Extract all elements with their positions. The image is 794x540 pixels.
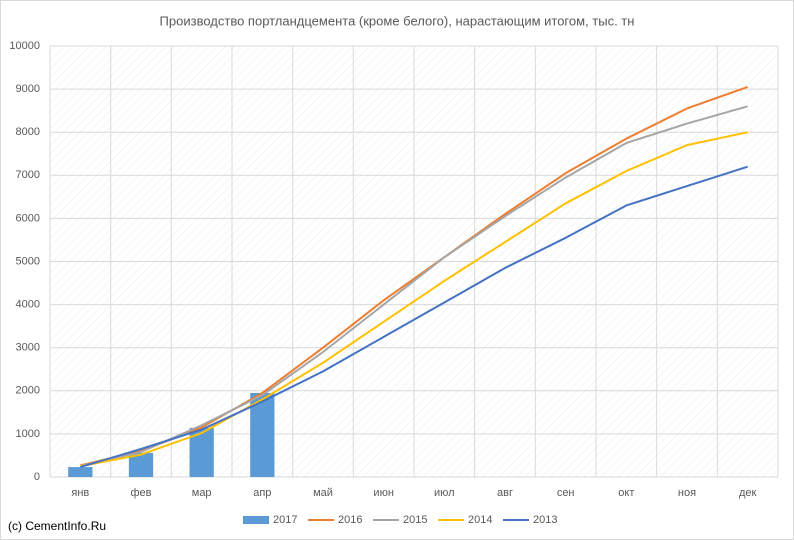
- x-tick-label: фев: [130, 487, 151, 499]
- line: [80, 165, 748, 469]
- bar: [250, 392, 275, 477]
- y-tick-label: 6000: [16, 212, 40, 224]
- legend-label: 2014: [468, 514, 492, 526]
- x-tick-label: май: [313, 487, 333, 499]
- legend-swatch: [243, 516, 269, 524]
- y-tick-label: 2000: [16, 385, 40, 397]
- y-tick-label: 7000: [16, 169, 40, 181]
- y-tick-label: 9000: [16, 83, 40, 95]
- bar: [68, 467, 93, 477]
- y-tick-label: 5000: [16, 255, 40, 267]
- y-tick-label: 8000: [16, 126, 40, 138]
- footer: (c) CementInfo.Ru: [8, 519, 106, 533]
- x-tick-label: сен: [557, 487, 575, 499]
- line: [80, 131, 748, 468]
- y-tick-label: 10000: [9, 40, 40, 52]
- line: [80, 86, 749, 467]
- x-tick-label: апр: [253, 487, 271, 499]
- x-tick-label: июн: [373, 487, 393, 499]
- x-tick-label: янв: [71, 487, 89, 499]
- legend-label: 2016: [338, 514, 362, 526]
- y-tick-label: 3000: [16, 342, 40, 354]
- x-tick-label: авг: [497, 487, 513, 499]
- x-tick-label: ноя: [678, 487, 696, 499]
- x-tick-label: июл: [434, 487, 455, 499]
- y-tick-label: 1000: [16, 428, 40, 440]
- x-tick-label: мар: [192, 487, 212, 499]
- line: [80, 105, 748, 467]
- y-tick-label: 0: [34, 471, 40, 483]
- chart-title: Производство портландцемента (кроме бело…: [160, 13, 635, 28]
- legend-label: 2015: [403, 514, 427, 526]
- legend-label: 2017: [273, 514, 297, 526]
- legend-label: 2013: [533, 514, 557, 526]
- y-tick-label: 4000: [16, 299, 40, 311]
- x-tick-label: дек: [739, 487, 757, 499]
- x-tick-label: окт: [618, 487, 634, 499]
